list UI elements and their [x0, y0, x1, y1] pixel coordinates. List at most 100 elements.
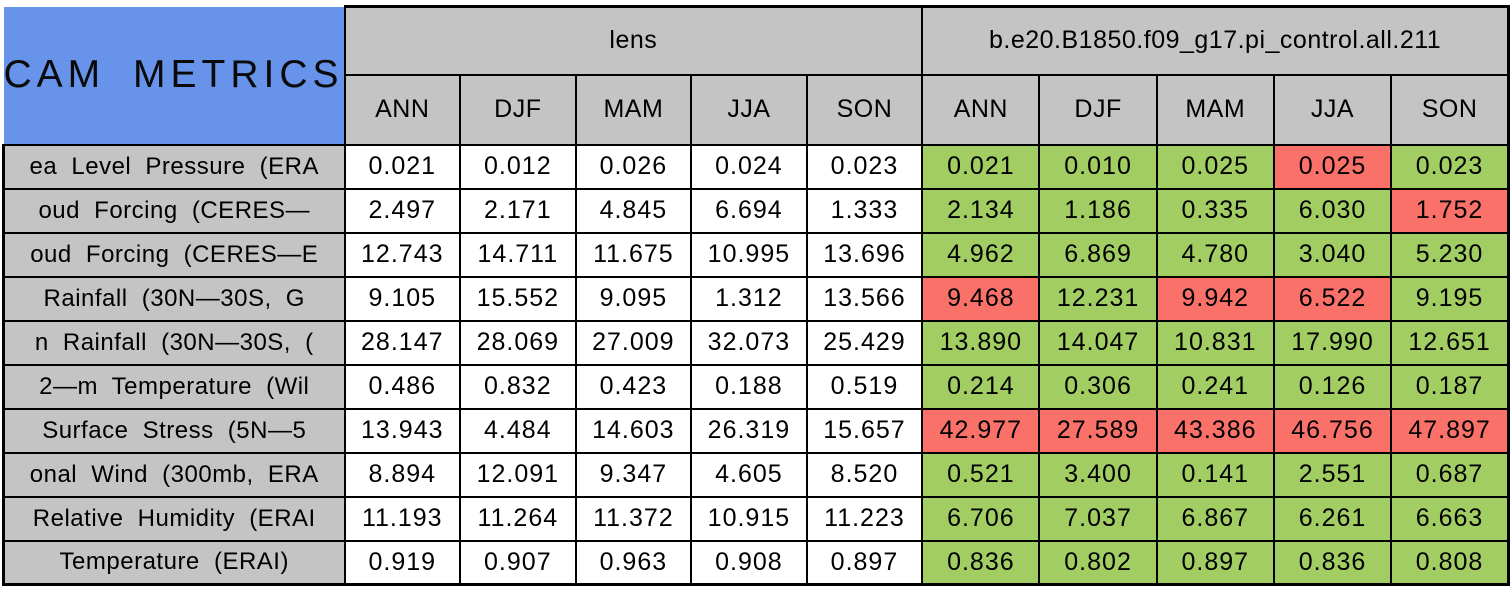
- control-value-cell: 6.706: [921, 495, 1041, 542]
- lens-value-cell: 28.069: [459, 319, 577, 366]
- season-header-control-jja: JJA: [1272, 73, 1393, 146]
- lens-value-cell: 1.312: [690, 275, 808, 322]
- control-value-cell: 0.306: [1038, 363, 1158, 410]
- page: CAM METRICS lens b.e20.B1850.f09_g17.pi_…: [2, 5, 1510, 586]
- season-header-lens-son: SON: [805, 73, 924, 146]
- lens-value-cell: 0.023: [805, 143, 924, 190]
- metric-label-cell: oud Forcing (CERES—E: [2, 231, 346, 278]
- lens-value-cell: 0.832: [459, 363, 577, 410]
- control-value-cell: 4.962: [921, 231, 1041, 278]
- lens-value-cell: 11.675: [574, 231, 693, 278]
- metric-label: 2—m Temperature (Wil: [39, 372, 310, 400]
- lens-value-cell: 11.223: [805, 495, 924, 542]
- metric-row: n Rainfall (30N—30S, ( 28.147 28.069 27.009…: [2, 319, 1510, 366]
- season-header-lens-djf: DJF: [459, 73, 577, 146]
- group-header-control-label: b.e20.B1850.f09_g17.pi_control.all.211: [989, 26, 1442, 55]
- control-value-cell: 0.687: [1390, 451, 1510, 498]
- metric-row: Relative Humidity (ERAI 11.193 11.264 11.37…: [2, 495, 1510, 542]
- control-value-cell: 3.400: [1038, 451, 1158, 498]
- lens-value-cell: 0.024: [690, 143, 808, 190]
- control-value-cell: 42.977: [921, 407, 1041, 454]
- metric-row: oud Forcing (CERES—E 12.743 14.711 11.675 10…: [2, 231, 1510, 278]
- season-header-lens-ann: ANN: [343, 73, 462, 146]
- control-value-cell: 0.214: [921, 363, 1041, 410]
- control-value-cell: 6.261: [1272, 495, 1393, 542]
- lens-value-cell: 0.963: [574, 539, 693, 586]
- metric-label-cell: Temperature (ERAI): [2, 539, 346, 586]
- control-value-cell: 0.126: [1272, 363, 1393, 410]
- control-value-cell: 14.047: [1038, 319, 1158, 366]
- lens-value-cell: 15.552: [459, 275, 577, 322]
- metric-row: 2—m Temperature (Wil 0.486 0.832 0.423 0.188…: [2, 363, 1510, 410]
- control-value-cell: 0.021: [921, 143, 1041, 190]
- lens-value-cell: 0.907: [459, 539, 577, 586]
- metric-row: Surface Stress (5N—5 13.943 4.484 14.603 26.…: [2, 407, 1510, 454]
- lens-value-cell: 26.319: [690, 407, 808, 454]
- lens-value-cell: 0.908: [690, 539, 808, 586]
- metric-label: oud Forcing (CERES—E: [30, 240, 319, 268]
- lens-value-cell: 0.012: [459, 143, 577, 190]
- lens-value-cell: 0.519: [805, 363, 924, 410]
- metric-label: ea Level Pressure (ERA: [29, 152, 319, 180]
- lens-value-cell: 8.520: [805, 451, 924, 498]
- lens-value-cell: 0.188: [690, 363, 808, 410]
- lens-value-cell: 4.605: [690, 451, 808, 498]
- metrics-rows: ea Level Pressure (ERA 0.021 0.012 0.026 0.0…: [2, 143, 1510, 586]
- lens-value-cell: 6.694: [690, 187, 808, 234]
- control-value-cell: 9.468: [921, 275, 1041, 322]
- metric-label: oud Forcing (CERES—: [38, 196, 311, 224]
- lens-value-cell: 1.333: [805, 187, 924, 234]
- lens-value-cell: 4.845: [574, 187, 693, 234]
- lens-value-cell: 25.429: [805, 319, 924, 366]
- metric-label: Temperature (ERAI): [59, 548, 289, 576]
- lens-value-cell: 27.009: [574, 319, 693, 366]
- lens-value-cell: 0.897: [805, 539, 924, 586]
- season-header-control-son: SON: [1390, 73, 1510, 146]
- control-value-cell: 5.230: [1390, 231, 1510, 278]
- group-header-row: CAM METRICS lens b.e20.B1850.f09_g17.pi_…: [3, 5, 1510, 146]
- lens-value-cell: 13.696: [805, 231, 924, 278]
- season-header-lens-mam: MAM: [574, 73, 693, 146]
- control-value-cell: 0.802: [1038, 539, 1158, 586]
- control-value-cell: 0.187: [1390, 363, 1510, 410]
- lens-value-cell: 10.915: [690, 495, 808, 542]
- metric-label: Surface Stress (5N—5: [42, 416, 307, 444]
- lens-value-cell: 15.657: [805, 407, 924, 454]
- control-value-cell: 12.231: [1038, 275, 1158, 322]
- season-header-control-djf: DJF: [1038, 73, 1158, 146]
- metric-row: oud Forcing (CERES— 2.497 2.171 4.845 6.694 1…: [2, 187, 1510, 234]
- lens-value-cell: 28.147: [343, 319, 462, 366]
- lens-value-cell: 14.711: [459, 231, 577, 278]
- group-header-lens: lens: [343, 5, 924, 76]
- control-value-cell: 46.756: [1272, 407, 1393, 454]
- metric-label: Rainfall (30N—30S, G: [43, 284, 305, 312]
- control-value-cell: 47.897: [1390, 407, 1510, 454]
- control-value-cell: 1.186: [1038, 187, 1158, 234]
- control-value-cell: 6.030: [1272, 187, 1393, 234]
- control-value-cell: 0.836: [921, 539, 1041, 586]
- metric-row: Rainfall (30N—30S, G 9.105 15.552 9.095 1.31…: [2, 275, 1510, 322]
- metric-label: onal Wind (300mb, ERA: [29, 460, 319, 488]
- control-value-cell: 6.867: [1155, 495, 1275, 542]
- lens-value-cell: 12.743: [343, 231, 462, 278]
- season-header-control-ann: ANN: [921, 73, 1041, 146]
- metric-label-cell: onal Wind (300mb, ERA: [2, 451, 346, 498]
- control-value-cell: 2.134: [921, 187, 1041, 234]
- metric-row: Temperature (ERAI) 0.919 0.907 0.963 0.908 0.…: [2, 539, 1510, 586]
- metric-label-cell: ea Level Pressure (ERA: [2, 143, 346, 190]
- metric-label: n Rainfall (30N—30S, (: [34, 328, 314, 356]
- season-header-control-mam: MAM: [1155, 73, 1275, 146]
- lens-value-cell: 10.995: [690, 231, 808, 278]
- group-header-control: b.e20.B1850.f09_g17.pi_control.all.211: [921, 5, 1510, 76]
- control-value-cell: 0.836: [1272, 539, 1393, 586]
- lens-value-cell: 9.105: [343, 275, 462, 322]
- lens-value-cell: 0.486: [343, 363, 462, 410]
- lens-value-cell: 2.497: [343, 187, 462, 234]
- control-value-cell: 0.241: [1155, 363, 1275, 410]
- metric-label-cell: Relative Humidity (ERAI: [2, 495, 346, 542]
- metric-label-cell: Surface Stress (5N—5: [2, 407, 346, 454]
- control-value-cell: 27.589: [1038, 407, 1158, 454]
- table-title-cell: CAM METRICS: [3, 6, 346, 146]
- metric-label-cell: oud Forcing (CERES—: [2, 187, 346, 234]
- control-value-cell: 0.808: [1390, 539, 1510, 586]
